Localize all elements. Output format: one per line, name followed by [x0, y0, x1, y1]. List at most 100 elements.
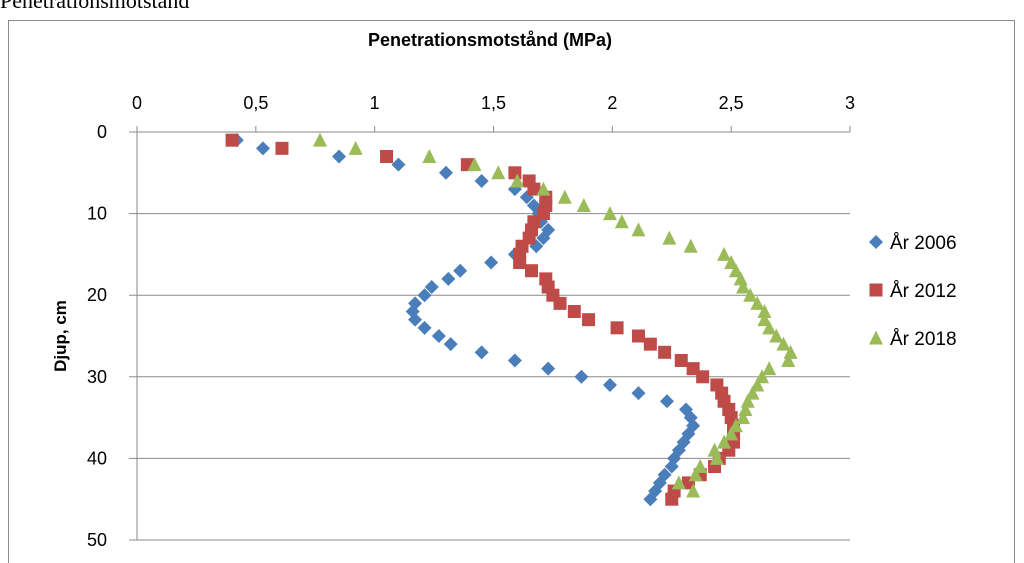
data-point [417, 320, 432, 335]
legend-label: År 2012 [890, 281, 957, 302]
y-tick-label: 10 [87, 204, 107, 224]
data-markers [225, 132, 798, 507]
data-point [438, 165, 453, 180]
data-point [431, 329, 446, 343]
x-tick-label: 0,5 [243, 93, 268, 113]
data-point [724, 255, 739, 270]
data-point [776, 336, 791, 351]
data-point [467, 157, 482, 172]
data-point [743, 287, 758, 302]
data-point [728, 418, 743, 433]
page-caption: Penetrationsmotstånd [0, 0, 190, 13]
data-point [332, 149, 347, 164]
data-point [391, 157, 406, 172]
x-tick-label: 1 [370, 93, 380, 113]
data-point [453, 263, 468, 278]
data-point [757, 312, 772, 327]
chart-frame [8, 20, 1015, 563]
y-axis-label: Djup, cm [51, 300, 70, 372]
y-tick-label: 0 [97, 122, 107, 142]
series--r-2018 [313, 132, 798, 498]
data-point [755, 369, 770, 384]
data-point [441, 271, 456, 286]
data-point [557, 189, 572, 204]
data-point [643, 337, 657, 351]
axes: 0 10 20 30 40 50 0 0,5 1 1,5 2 2,5 3 [87, 93, 855, 550]
data-point [275, 141, 289, 155]
data-point [717, 434, 732, 449]
data-point [717, 246, 732, 261]
x-tick-label: 2 [607, 93, 617, 113]
y-tick-label: 30 [87, 367, 107, 387]
data-point [728, 263, 743, 278]
data-point [658, 345, 672, 359]
data-point [491, 165, 506, 180]
data-point [631, 329, 645, 343]
data-point [671, 475, 686, 490]
data-point [736, 410, 751, 425]
data-point [750, 295, 765, 310]
data-point [683, 238, 698, 253]
data-point [602, 206, 617, 221]
data-point [474, 173, 489, 188]
data-point [443, 337, 458, 352]
legend-marker [869, 283, 883, 297]
data-point [688, 467, 703, 482]
data-point [507, 353, 522, 368]
data-point [527, 182, 541, 196]
data-point [762, 361, 777, 376]
legend-marker [869, 235, 883, 249]
data-point [614, 214, 629, 229]
data-point [348, 140, 363, 155]
data-point [424, 280, 439, 295]
series--r-2012 [225, 133, 741, 506]
data-point [686, 483, 701, 498]
data-point [225, 133, 239, 147]
legend-label: År 2018 [890, 329, 957, 350]
data-point [484, 255, 499, 270]
data-point [576, 197, 591, 212]
data-point [696, 370, 710, 384]
data-point [510, 173, 525, 188]
data-point [408, 312, 423, 327]
legend: År 2006 År 2012 År 2018 [869, 233, 957, 350]
x-tick-label: 2,5 [719, 93, 744, 113]
y-tick-label: 40 [87, 448, 107, 468]
data-point [567, 305, 581, 319]
data-point [665, 492, 679, 506]
y-tick-label: 20 [87, 285, 107, 305]
data-point [417, 288, 432, 303]
data-point [769, 328, 784, 343]
legend-label: År 2006 [890, 233, 957, 254]
data-point [541, 361, 556, 376]
data-point [724, 426, 739, 441]
data-point [662, 230, 677, 245]
x-tick-label: 1,5 [481, 93, 506, 113]
data-point [610, 321, 624, 335]
data-point [525, 264, 539, 278]
data-point [757, 304, 772, 319]
x-tick-label: 0 [132, 93, 142, 113]
data-point [750, 377, 765, 392]
data-point [664, 459, 679, 474]
data-point [508, 166, 522, 180]
data-point [553, 296, 567, 310]
legend-marker [869, 330, 883, 345]
data-point [781, 352, 796, 367]
data-point [255, 141, 270, 156]
data-point [313, 132, 328, 147]
data-point [536, 181, 551, 196]
data-point [422, 148, 437, 163]
data-point [736, 279, 751, 294]
data-point [513, 256, 527, 270]
x-tick-label: 3 [845, 93, 855, 113]
chart-title: Penetrationsmotstånd (MPa) [368, 30, 612, 50]
data-point [582, 313, 596, 327]
data-point [574, 369, 589, 384]
data-point [693, 459, 708, 474]
series--r-2006 [229, 133, 701, 507]
data-point [762, 320, 777, 335]
data-point [745, 385, 760, 400]
data-point [709, 450, 724, 465]
